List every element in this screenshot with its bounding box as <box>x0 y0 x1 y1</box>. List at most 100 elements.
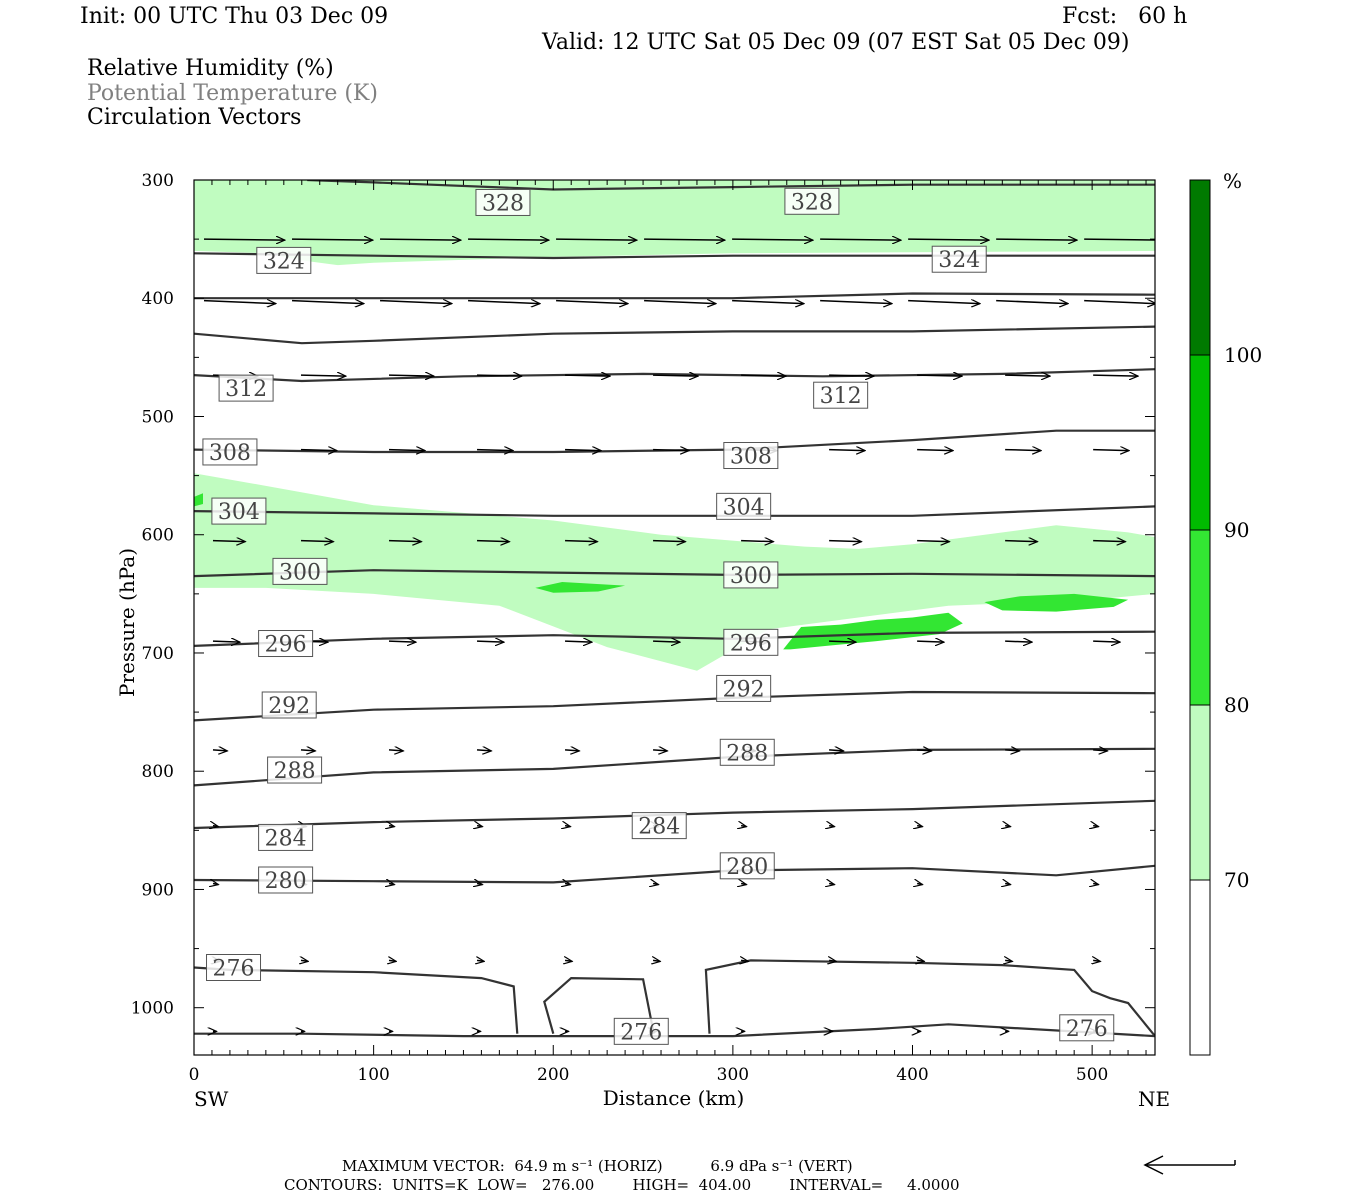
vector-arrow <box>1005 375 1050 376</box>
contour-label-276: 276 <box>213 957 255 982</box>
x-tick-label: 500 <box>1076 1065 1108 1085</box>
contour-label-328: 328 <box>791 190 833 215</box>
contour-label-304: 304 <box>218 500 260 525</box>
colorbar-segment <box>1190 530 1210 705</box>
vector-arrow <box>556 239 637 240</box>
contour-label-box <box>723 442 779 470</box>
theta-contour-280-12 <box>194 864 1155 884</box>
contour-label-328: 328 <box>482 191 524 216</box>
contour-label-300: 300 <box>279 560 321 585</box>
contour-label-box <box>258 630 314 658</box>
contour-label-324: 324 <box>263 249 305 274</box>
vector-arrow <box>1084 238 1155 241</box>
contour-label-box <box>206 954 262 981</box>
vector-arrow <box>300 450 337 451</box>
vector-arrow <box>917 375 962 376</box>
vector-arrow <box>829 541 861 542</box>
theta-contour-292-9 <box>194 690 1155 722</box>
vector-arrow <box>565 450 601 451</box>
contour-label-box <box>723 561 779 589</box>
theta-contour-320-2 <box>194 292 1155 300</box>
theta-contour-300-7 <box>194 569 1155 578</box>
vector-arrow <box>203 239 285 240</box>
vector-arrow <box>380 301 452 304</box>
y-tick-label: 300 <box>142 171 174 191</box>
contour-label-292: 292 <box>723 677 765 702</box>
contour-label-box <box>261 691 317 719</box>
contour-label-312: 312 <box>225 377 267 402</box>
contour-label-box <box>211 497 267 525</box>
vector-arrow <box>1093 960 1100 961</box>
vector-arrow <box>565 884 570 885</box>
vector-arrow <box>476 750 491 751</box>
vector-arrow <box>565 826 570 827</box>
vector-arrow <box>1093 750 1107 751</box>
theta-contour-288-10 <box>194 747 1155 787</box>
colorbar-label: 80 <box>1224 693 1249 717</box>
vector-arrow <box>565 960 572 961</box>
field-label-rh: Relative Humidity (%) <box>87 56 334 81</box>
y-tick-label: 800 <box>142 762 174 782</box>
vector-arrow <box>741 826 746 827</box>
vector-arrow <box>996 301 1068 304</box>
vector-arrow <box>565 541 597 542</box>
vector-arrow <box>741 884 746 885</box>
vector-arrow <box>653 750 667 751</box>
contour-label-box <box>613 1017 669 1045</box>
contour-label-box <box>475 188 531 216</box>
contour-label-296: 296 <box>265 633 307 658</box>
contour-label-box <box>784 187 840 215</box>
vector-arrow <box>388 750 403 751</box>
vector-arrow <box>477 884 482 885</box>
vector-arrow <box>565 375 610 376</box>
contour-label-276: 276 <box>620 1020 662 1045</box>
max-vector-note: MAXIMUM VECTOR: 64.9 m s⁻¹ (HORIZ) 6.9 d… <box>342 1157 853 1175</box>
y-tick-label: 600 <box>142 526 174 546</box>
vector-arrow <box>301 960 308 961</box>
vector-arrow <box>1005 641 1032 642</box>
vector-arrow <box>1005 450 1041 451</box>
vector-arrow <box>389 960 396 961</box>
humidity-region-80-3 <box>783 612 963 650</box>
colorbar-segment <box>1190 705 1210 880</box>
theta-contour-276-15 <box>543 976 655 1034</box>
contour-label-box <box>631 812 687 840</box>
vector-arrow <box>820 239 901 240</box>
vector-arrow <box>1093 641 1120 642</box>
vector-arrow <box>653 375 698 376</box>
vector-arrow <box>917 750 931 751</box>
colorbar-segment <box>1190 880 1210 1055</box>
vector-arrow <box>829 641 856 642</box>
vector-arrow <box>1093 450 1129 451</box>
humidity-region-70-1 <box>194 473 1155 671</box>
x-tick-label: 0 <box>189 1065 200 1085</box>
x-axis-left-end: SW <box>194 1087 229 1111</box>
colorbar-label: 90 <box>1224 518 1249 542</box>
vector-arrow <box>653 884 658 885</box>
vector-arrow <box>388 541 421 542</box>
vector-arrow <box>908 239 989 240</box>
vector-arrow <box>917 960 924 961</box>
colorbar-segment <box>1190 180 1210 355</box>
vector-arrow <box>1093 884 1098 885</box>
theta-contour-328-0 <box>307 180 1155 191</box>
y-axis-title: Pressure (hPa) <box>115 548 139 697</box>
contour-label-292: 292 <box>268 694 310 719</box>
vector-arrow <box>212 641 240 642</box>
contour-label-280: 280 <box>726 855 768 880</box>
vector-arrow <box>1005 750 1019 751</box>
vector-arrow <box>653 641 680 642</box>
contour-label-box <box>813 381 869 409</box>
vector-arrow <box>1084 301 1155 304</box>
y-tick-label: 900 <box>142 880 174 900</box>
contour-label-box <box>202 438 258 466</box>
x-tick-label: 100 <box>357 1065 389 1085</box>
vector-arrow <box>1005 541 1037 542</box>
contour-label-284: 284 <box>638 815 680 840</box>
vector-arrow <box>477 960 484 961</box>
vector-arrow <box>468 239 549 240</box>
y-tick-label: 700 <box>142 644 174 664</box>
vector-arrow <box>732 301 804 304</box>
vector-arrow <box>468 301 540 304</box>
vector-arrow <box>389 826 394 827</box>
